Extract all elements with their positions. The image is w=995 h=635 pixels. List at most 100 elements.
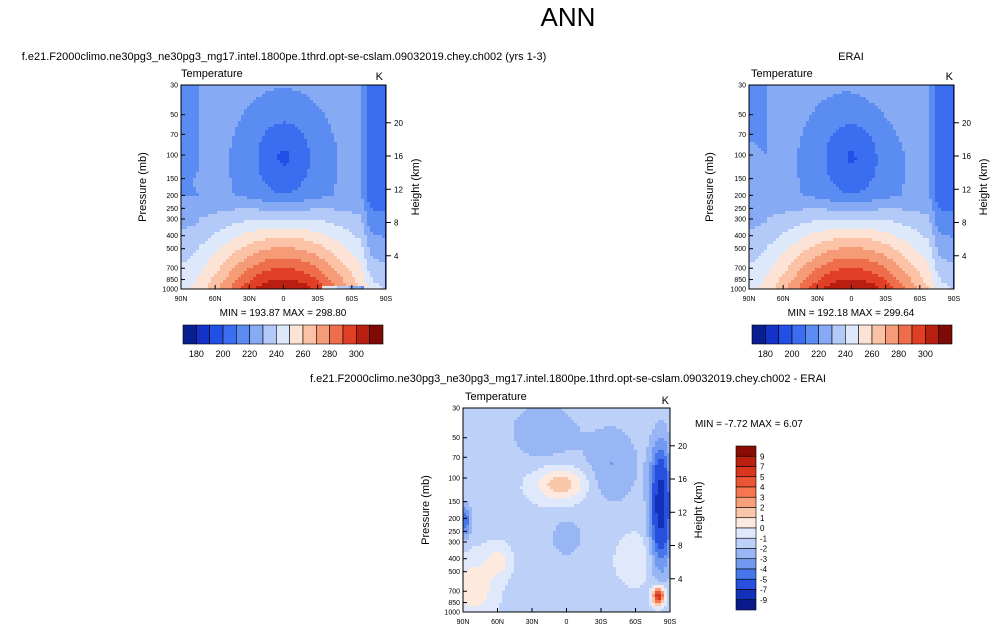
- contour-cell: [283, 208, 287, 212]
- contour-cell: [190, 244, 194, 248]
- contour-cell: [328, 232, 332, 236]
- contour-cell: [265, 160, 269, 164]
- contour-cell: [283, 169, 287, 173]
- contour-cell: [334, 262, 338, 266]
- contour-cell: [232, 211, 236, 215]
- contour-cell: [319, 247, 323, 251]
- contour-cell: [301, 199, 305, 203]
- contour-cell: [217, 196, 221, 200]
- contour-cell: [199, 226, 203, 230]
- contour-cell: [280, 232, 284, 236]
- contour-cell: [367, 178, 371, 182]
- contour-cell: [325, 274, 329, 278]
- contour-cell: [181, 178, 185, 182]
- contour-cell: [214, 280, 218, 284]
- contour-cell: [262, 277, 266, 281]
- contour-cell: [313, 142, 317, 146]
- contour-cell: [331, 160, 335, 164]
- contour-cell: [286, 139, 290, 143]
- contour-cell: [328, 181, 332, 185]
- contour-cell: [322, 205, 326, 209]
- contour-cell: [214, 190, 218, 194]
- contour-cell: [223, 130, 227, 134]
- contour-cell: [905, 85, 909, 89]
- contour-cell: [325, 142, 329, 146]
- contour-cell: [325, 154, 329, 158]
- contour-cell: [292, 172, 296, 176]
- contour-cell: [361, 211, 365, 215]
- contour-cell: [283, 136, 287, 140]
- contour-cell: [340, 232, 344, 236]
- contour-cell: [268, 166, 272, 170]
- contour-cell: [301, 244, 305, 248]
- contour-cell: [268, 169, 272, 173]
- contour-cell: [229, 157, 233, 161]
- contour-cell: [313, 181, 317, 185]
- contour-cell: [232, 91, 236, 95]
- contour-cell: [370, 262, 374, 266]
- contour-cell: [238, 121, 242, 125]
- contour-cell: [319, 235, 323, 239]
- contour-cell: [220, 115, 224, 119]
- contour-cell: [343, 124, 347, 128]
- contour-cell: [298, 109, 302, 113]
- contour-cell: [283, 283, 287, 287]
- contour-cell: [187, 283, 191, 287]
- contour-cell: [181, 187, 185, 191]
- contour-cell: [220, 208, 224, 212]
- contour-cell: [376, 127, 380, 131]
- contour-cell: [295, 172, 299, 176]
- contour-cell: [199, 94, 203, 98]
- contour-cell: [250, 136, 254, 140]
- contour-cell: [271, 139, 275, 143]
- contour-cell: [340, 103, 344, 107]
- contour-cell: [346, 199, 350, 203]
- contour-cell: [304, 244, 308, 248]
- contour-cell: [331, 193, 335, 197]
- contour-cell: [250, 280, 254, 284]
- pressure-tick-label: 100: [166, 153, 178, 160]
- contour-cell: [337, 223, 341, 227]
- contour-cell: [238, 247, 242, 251]
- contour-cell: [788, 91, 792, 95]
- contour-cell: [223, 265, 227, 269]
- contour-cell: [376, 250, 380, 254]
- contour-cell: [316, 271, 320, 275]
- contour-cell: [274, 193, 278, 197]
- contour-cell: [193, 181, 197, 185]
- contour-cell: [343, 97, 347, 101]
- contour-cell: [319, 262, 323, 266]
- contour-cell: [235, 160, 239, 164]
- contour-cell: [250, 121, 254, 125]
- contour-cell: [382, 244, 386, 248]
- contour-cell: [289, 127, 293, 131]
- contour-cell: [346, 175, 350, 179]
- contour-cell: [325, 100, 329, 104]
- contour-cell: [340, 88, 344, 92]
- contour-cell: [328, 190, 332, 194]
- contour-cell: [872, 85, 876, 89]
- contour-cell: [295, 214, 299, 218]
- contour-cell: [352, 286, 356, 289]
- contour-cell: [280, 100, 284, 104]
- contour-cell: [334, 277, 338, 281]
- contour-cell: [181, 214, 185, 218]
- contour-cell: [205, 184, 209, 188]
- contour-cell: [310, 118, 314, 122]
- contour-cell: [268, 154, 272, 158]
- contour-cell: [199, 172, 203, 176]
- contour-cell: [355, 172, 359, 176]
- contour-cell: [289, 205, 293, 209]
- contour-cell: [226, 265, 230, 269]
- contour-cell: [187, 112, 191, 116]
- contour-cell: [355, 202, 359, 206]
- contour-cell: [298, 175, 302, 179]
- contour-cell: [181, 124, 185, 128]
- contour-cell: [196, 223, 200, 227]
- contour-cell: [325, 223, 329, 227]
- contour-cell: [196, 247, 200, 251]
- contour-cell: [310, 97, 314, 101]
- contour-cell: [304, 160, 308, 164]
- contour-cell: [295, 238, 299, 242]
- contour-cell: [304, 223, 308, 227]
